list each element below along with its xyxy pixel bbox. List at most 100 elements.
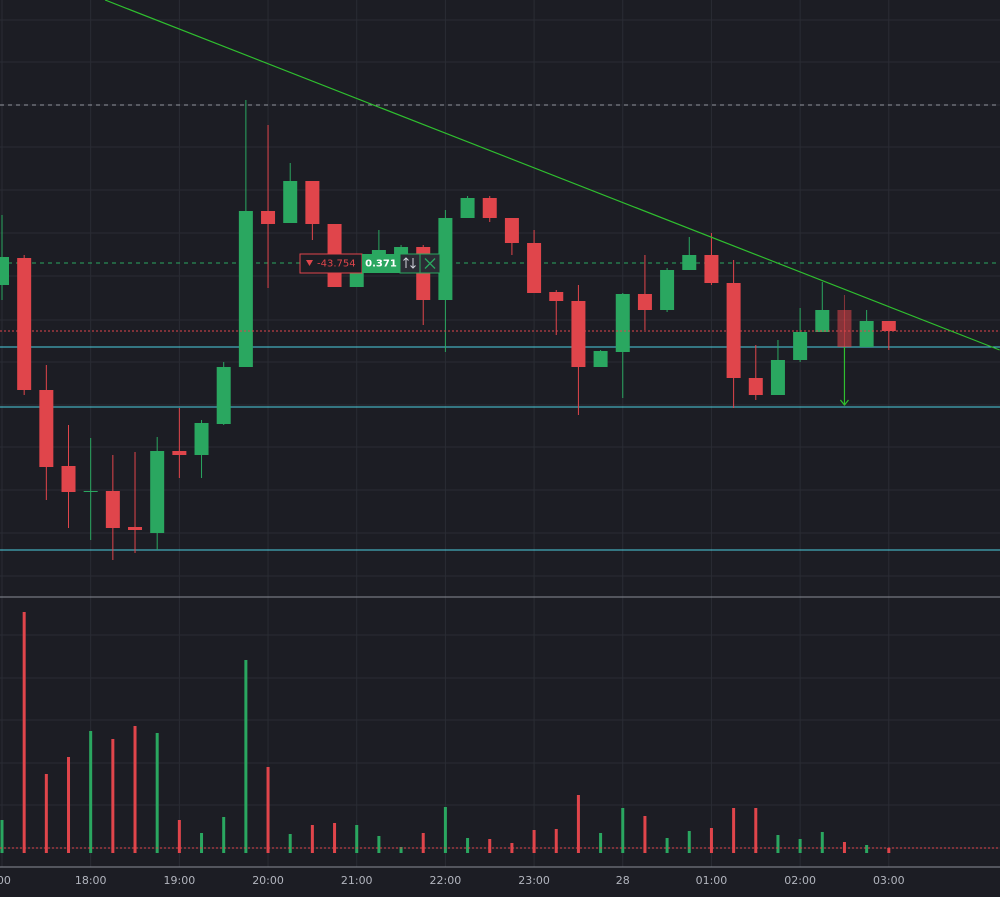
- x-tick-label: 19:00: [164, 874, 196, 887]
- candle-body: [748, 378, 763, 395]
- volume-bar: [621, 808, 625, 853]
- candle-body: [704, 255, 719, 283]
- volume-bar: [333, 823, 337, 853]
- volume-bar: [687, 831, 691, 853]
- candle-body: [194, 423, 209, 455]
- close-button[interactable]: [419, 253, 441, 274]
- candle-body: [39, 390, 54, 467]
- reverse-icon: [403, 257, 416, 269]
- arrow-head: [839, 399, 849, 406]
- candle-body: [305, 181, 320, 224]
- volume-bar: [222, 817, 226, 853]
- candle-body: [615, 294, 630, 352]
- volume-bar: [200, 833, 204, 853]
- volume-bar: [554, 829, 558, 853]
- candle-body: [172, 451, 187, 455]
- volume-bar: [709, 828, 713, 853]
- volume-bar: [732, 808, 736, 853]
- candle-body: [460, 198, 475, 218]
- x-tick-label: :00: [0, 874, 11, 887]
- candle-body: [571, 301, 586, 367]
- volume-bar: [887, 848, 891, 853]
- candle-body: [593, 351, 608, 367]
- volume-bar: [443, 807, 447, 853]
- x-tick-label: 22:00: [430, 874, 462, 887]
- volume-bar: [532, 830, 536, 853]
- grid: [0, 0, 1000, 867]
- volume-bar: [865, 845, 869, 853]
- change-value: -43.754: [317, 259, 356, 270]
- volume-bar: [133, 726, 137, 853]
- x-tick-label: 01:00: [696, 874, 728, 887]
- candle-body: [637, 294, 652, 310]
- x-tick-label: 20:00: [252, 874, 284, 887]
- volume-bar: [355, 825, 359, 853]
- reverse-button-bg: [399, 253, 421, 274]
- volume-bar: [377, 836, 381, 853]
- volume-bar: [754, 808, 758, 853]
- volume-bar: [798, 839, 802, 853]
- candle-body: [61, 466, 76, 492]
- candle-body: [0, 257, 9, 285]
- position-tool: -43.754 0.371: [299, 253, 441, 274]
- x-tick-label: 02:00: [784, 874, 816, 887]
- x-tick-label: 21:00: [341, 874, 373, 887]
- volume-bar: [310, 825, 314, 853]
- volume-bar: [599, 833, 603, 853]
- candle-body: [105, 491, 120, 528]
- candle-body: [17, 258, 32, 390]
- volume-bar: [111, 739, 115, 853]
- candle-body: [837, 310, 852, 347]
- volume-bar: [488, 839, 492, 853]
- x-tick-label: 23:00: [518, 874, 550, 887]
- volume-bar: [510, 843, 514, 853]
- candle-body: [504, 218, 519, 243]
- candle-body: [549, 292, 564, 301]
- volume-bar: [665, 838, 669, 853]
- close-icon: [424, 258, 436, 269]
- candle-body: [660, 270, 675, 310]
- volume-bar: [44, 774, 48, 853]
- volume-bar: [22, 612, 26, 853]
- volume-bar: [421, 833, 425, 853]
- candle-body: [261, 211, 276, 224]
- volume-bar: [244, 660, 248, 853]
- candle-body: [770, 360, 785, 395]
- trendline: [104, 0, 1000, 351]
- candle-body: [83, 491, 98, 492]
- volume-bar: [820, 832, 824, 853]
- x-tick-label: 03:00: [873, 874, 905, 887]
- candle-body: [438, 218, 453, 300]
- volume-bar: [67, 757, 71, 853]
- x-tick-label: 18:00: [75, 874, 107, 887]
- candle-body: [482, 198, 497, 218]
- volume-bar: [0, 820, 4, 853]
- volume-bar: [466, 838, 470, 853]
- size-value: 0.371: [365, 259, 397, 270]
- candle-body: [238, 211, 253, 367]
- candle-body: [150, 451, 165, 533]
- candle-body: [527, 243, 542, 293]
- volume-bar: [576, 795, 580, 853]
- volume-bar: [776, 835, 780, 853]
- volume-bar: [288, 834, 292, 853]
- volume-bar: [89, 731, 93, 853]
- candle-body: [128, 527, 143, 530]
- volume-bar: [266, 767, 270, 853]
- candle-body: [682, 255, 697, 270]
- candle-body: [815, 310, 830, 332]
- candle-body: [216, 367, 231, 424]
- volume-bar: [399, 847, 403, 853]
- candle-body: [859, 321, 874, 347]
- volume-bar: [155, 733, 159, 853]
- reverse-button[interactable]: [399, 253, 421, 274]
- volume-bar: [643, 816, 647, 853]
- candle-body: [283, 181, 298, 223]
- down-triangle: [306, 260, 313, 266]
- volume-bar: [177, 820, 181, 853]
- candle-body: [881, 321, 896, 331]
- size-box: [362, 254, 400, 273]
- x-tick-label: 28: [616, 874, 630, 887]
